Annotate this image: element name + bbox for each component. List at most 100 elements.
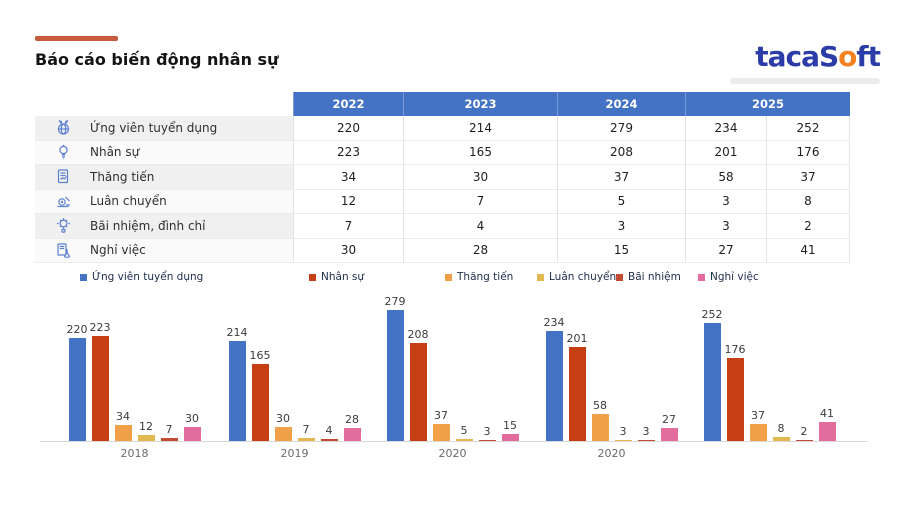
bar	[614, 439, 632, 441]
bar	[726, 358, 744, 441]
legend-swatch	[616, 273, 623, 281]
table-value-cell: 30	[293, 238, 403, 262]
x-axis-label: 2020	[438, 447, 467, 460]
bar	[749, 423, 767, 441]
bar	[228, 340, 246, 441]
row-label: Luân chuyển	[90, 194, 167, 209]
page-title: Báo cáo biến động nhân sự	[35, 50, 279, 69]
bar	[591, 413, 609, 441]
table-value-cell: 7	[293, 214, 403, 238]
bar-column: 2	[795, 426, 813, 441]
bar-column: 252	[701, 307, 723, 441]
legend-label: Nhân sự	[321, 271, 365, 283]
x-axis-labels: 2018 2019 2020 2020	[0, 447, 898, 461]
legend-item: Nhân sự	[309, 271, 364, 283]
bar-value-label: 7	[165, 422, 173, 436]
legend-item: Thăng tiến	[445, 271, 513, 283]
table-value-cell: 27	[685, 238, 766, 262]
bar-group: 220 223 34 12 7 30	[67, 291, 201, 441]
bar-value-label: 252	[701, 307, 723, 321]
row-label: Ứng viên tuyển dụng	[90, 120, 218, 135]
table-value-cell: 34	[293, 165, 403, 189]
table-value-cell: 15	[557, 238, 685, 262]
tacasoft-logo: tacaSoft	[755, 40, 881, 73]
bar-value-label: 34	[116, 410, 130, 423]
row-label: Thăng tiến	[90, 169, 155, 184]
bar	[432, 423, 450, 441]
bar-column: 4	[320, 425, 338, 441]
bar-column: 3	[637, 426, 655, 441]
bar-column: 201	[566, 331, 588, 441]
bar	[818, 421, 836, 441]
legend-swatch	[537, 273, 544, 281]
bar-column: 5	[455, 425, 473, 441]
bar-column: 30	[183, 413, 201, 441]
table-header-row: 2022 2023 2024 2025	[35, 92, 850, 116]
bar	[409, 343, 427, 441]
table-value-cell: 4	[403, 214, 557, 238]
year-header-2022: 2022	[293, 92, 403, 116]
bar	[183, 426, 201, 441]
bar	[251, 363, 269, 441]
legend-swatch	[698, 273, 705, 281]
legend-item: Bãi nhiệm	[616, 271, 681, 283]
bar-column: 3	[478, 426, 496, 441]
bar-column: 27	[660, 414, 678, 441]
table-value-cell: 3	[685, 214, 766, 238]
bar	[501, 434, 519, 441]
bar-value-label: 27	[662, 413, 676, 427]
row-label: Bãi nhiệm, đình chỉ	[90, 218, 206, 233]
bar-value-label: 4	[325, 424, 333, 438]
bar	[343, 427, 361, 441]
legend-label: Nghỉ việc	[710, 271, 759, 283]
bar-value-label: 279	[384, 295, 406, 308]
bar-column: 214	[227, 327, 248, 441]
bar-value-label: 234	[543, 316, 565, 330]
legend-swatch	[309, 273, 316, 281]
bar-group: 252 176 37 8 2 41	[701, 291, 836, 441]
bar-value-label: 58	[593, 398, 607, 412]
logo-text-2: ft	[856, 40, 881, 73]
bar-column: 37	[432, 410, 450, 441]
bar-value-label: 201	[566, 331, 588, 345]
table-value-cell: 234	[685, 116, 766, 140]
legend-swatch	[445, 273, 452, 281]
logo-underline	[730, 78, 880, 84]
bar	[795, 439, 813, 441]
bar-value-label: 8	[777, 422, 785, 436]
bar	[478, 439, 496, 441]
bar-column: 8	[772, 423, 790, 441]
bar-value-label: 37	[751, 408, 765, 422]
row-label-cell: Bãi nhiệm, đình chỉ	[35, 214, 293, 238]
bar-chart: 220 223 34 12 7 30 214 165 30 7 4 28 279 208 37 5 3 15 234…	[0, 291, 898, 441]
bar-column: 28	[343, 414, 361, 441]
title-accent-bar	[35, 36, 118, 41]
table-value-cell: 58	[685, 165, 766, 189]
bar-value-label: 176	[724, 343, 746, 357]
bar-value-label: 28	[345, 412, 359, 426]
x-axis-label: 2020	[597, 447, 626, 460]
bar-column: 34	[114, 411, 132, 441]
bar-column: 41	[818, 408, 836, 441]
gear-bulb-icon	[55, 217, 72, 234]
table-row: Nhân sự 223 165 208 201 176	[35, 140, 850, 165]
bar-group: 234 201 58 3 3 27	[543, 291, 678, 441]
row-label-cell: Thăng tiến	[35, 165, 293, 189]
table-value-cell: 37	[766, 165, 850, 189]
bar	[772, 437, 790, 441]
bar-value-label: 223	[89, 321, 111, 335]
table-row: Nghỉ việc 30 28 15 27 41	[35, 238, 850, 263]
legend-label: Bãi nhiệm	[628, 271, 681, 283]
logo-text: tacaS	[755, 40, 839, 73]
table-value-cell: 165	[403, 140, 557, 164]
bar-column: 15	[501, 420, 519, 441]
bar	[320, 439, 338, 441]
table-row: Bãi nhiệm, đình chỉ 7 4 3 3 2	[35, 214, 850, 239]
table-header-blank	[35, 92, 293, 116]
row-label-cell: Nghỉ việc	[35, 238, 293, 262]
bar-column: 223	[89, 321, 111, 441]
bar-column: 37	[749, 410, 767, 441]
bar-value-label: 3	[619, 424, 627, 438]
person-idea-icon	[55, 144, 72, 161]
bar	[160, 437, 178, 441]
